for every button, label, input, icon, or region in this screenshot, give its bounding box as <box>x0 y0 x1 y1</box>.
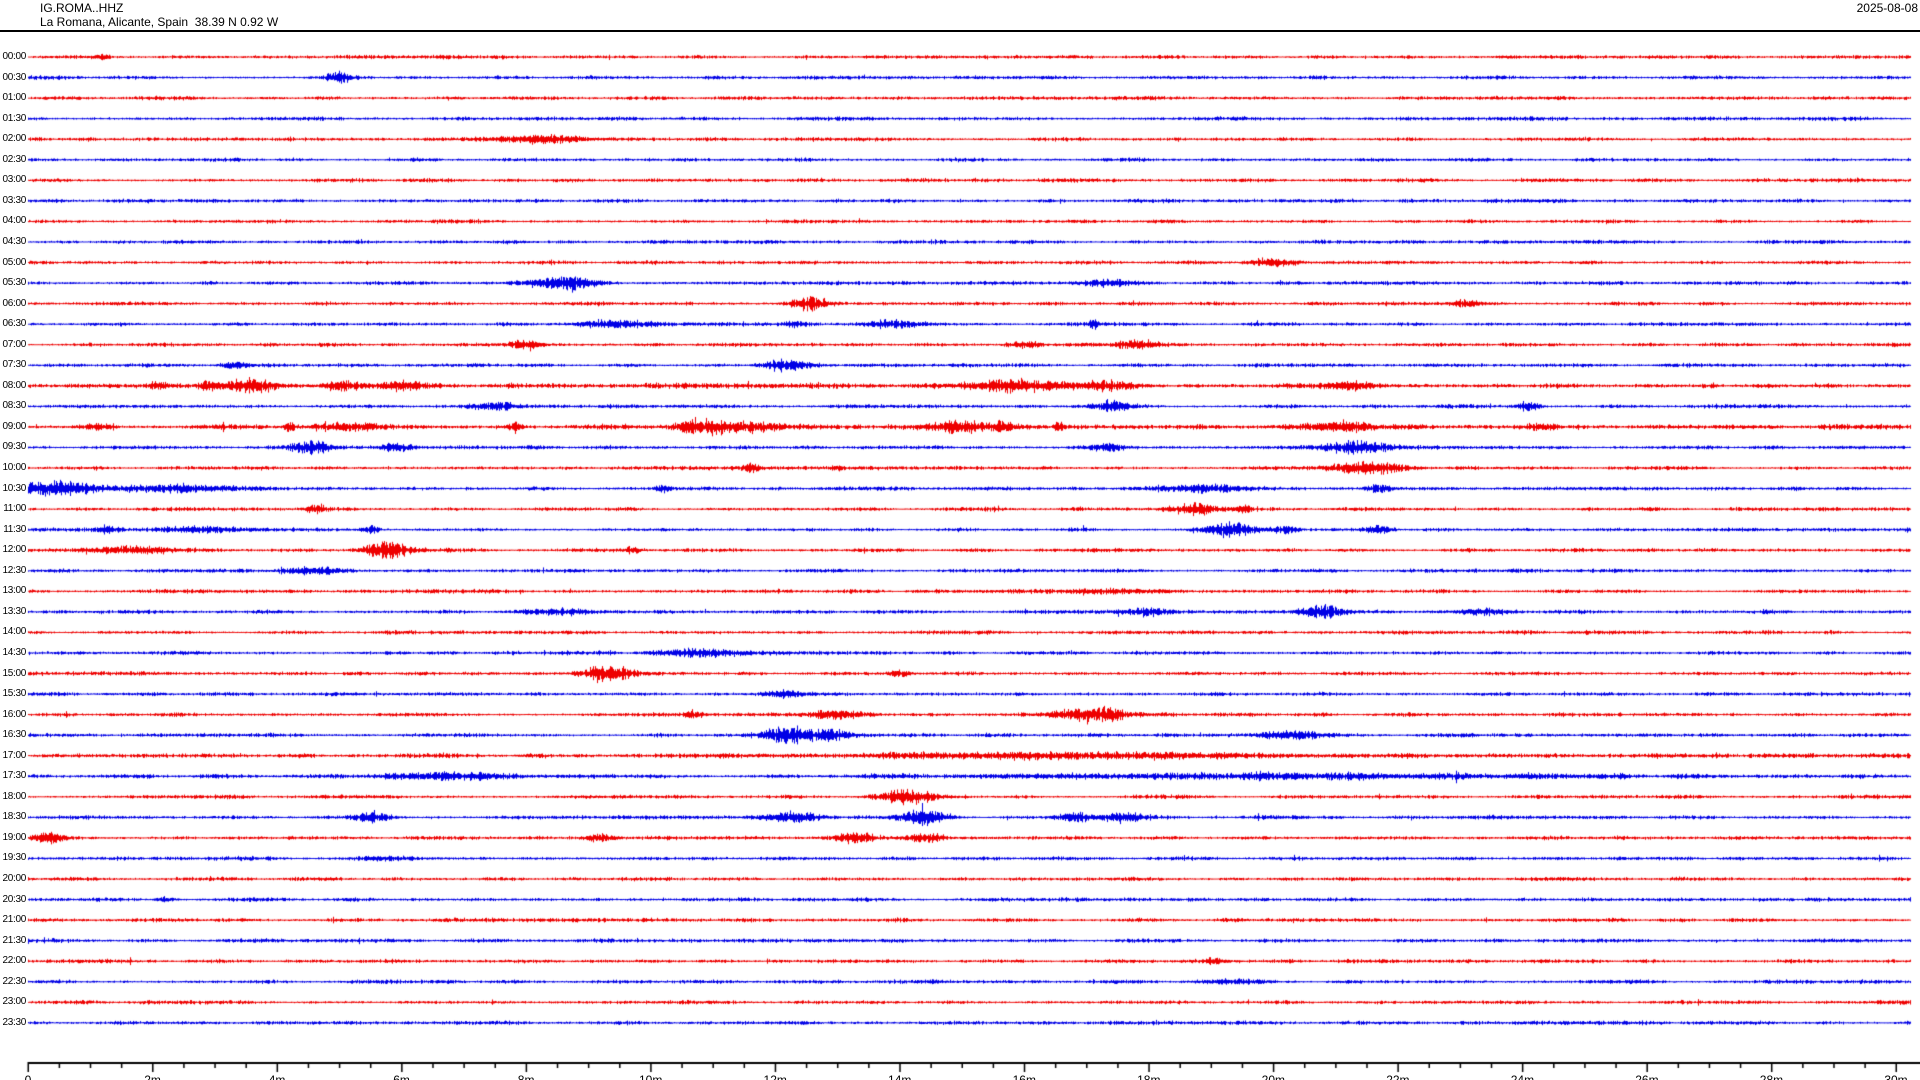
x-axis-tick-label: 4m <box>268 1073 286 1080</box>
row-time-label: 14:00 <box>2 626 26 638</box>
row-time-label: 21:30 <box>2 934 26 946</box>
row-time-label: 03:00 <box>2 174 26 186</box>
x-axis-tick-label: 30m <box>1884 1073 1908 1080</box>
row-time-label: 09:00 <box>2 420 26 432</box>
row-time-label: 05:30 <box>2 277 26 289</box>
x-axis-tick-label: 2m <box>144 1073 161 1080</box>
x-axis-tick-label: 20m <box>1261 1073 1285 1080</box>
row-time-label: 01:00 <box>2 92 26 104</box>
row-time-label: 23:30 <box>2 1016 26 1028</box>
row-time-label: 08:30 <box>2 400 26 412</box>
row-time-label: 23:00 <box>2 996 26 1008</box>
row-time-label: 12:00 <box>2 544 26 556</box>
row-time-label: 12:30 <box>2 564 26 576</box>
x-axis-tick-label: 6m <box>393 1073 410 1080</box>
row-time-label: 19:30 <box>2 852 26 864</box>
row-time-label: 14:30 <box>2 646 26 658</box>
row-time-label: 06:30 <box>2 318 26 330</box>
row-time-label: 00:30 <box>2 71 26 83</box>
row-time-label: 13:30 <box>2 605 26 617</box>
row-time-label: 11:30 <box>3 523 26 535</box>
row-time-label: 17:00 <box>2 749 26 761</box>
row-time-label: 10:30 <box>2 482 26 494</box>
row-time-label: 06:00 <box>2 297 26 309</box>
row-time-label: 07:00 <box>2 338 26 350</box>
row-time-label: 02:30 <box>2 153 26 165</box>
row-time-label: 17:30 <box>2 770 26 782</box>
row-time-label: 18:30 <box>2 811 26 823</box>
x-axis-tick-label: 26m <box>1635 1073 1659 1080</box>
station-location: La Romana, Alicante, Spain 38.39 N 0.92 … <box>40 15 279 29</box>
row-time-label: 21:00 <box>2 914 26 926</box>
x-axis-tick-label: 24m <box>1510 1073 1535 1080</box>
row-time-label: 20:00 <box>2 873 26 884</box>
row-time-label: 13:00 <box>2 585 26 597</box>
x-axis-tick-label: 0 <box>24 1073 32 1080</box>
x-axis-tick-label: 16m <box>1012 1073 1036 1080</box>
row-time-label: 09:30 <box>2 441 26 453</box>
row-time-label: 08:00 <box>2 379 26 391</box>
row-time-label: 05:00 <box>2 256 26 268</box>
x-axis-tick-label: 18m <box>1137 1073 1161 1080</box>
row-time-label: 11:00 <box>3 503 26 515</box>
row-time-label: 22:00 <box>2 955 26 967</box>
x-axis-tick-label: 12m <box>763 1073 787 1080</box>
header-divider-line <box>0 30 1920 32</box>
x-axis-tick-label: 22m <box>1386 1073 1410 1080</box>
row-time-label: 19:00 <box>2 831 26 843</box>
x-axis-tick-label: 28m <box>1759 1073 1784 1080</box>
row-time-label: 15:30 <box>2 688 26 700</box>
row-time-label: 10:00 <box>2 462 26 473</box>
row-time-label: 15:00 <box>2 667 26 679</box>
row-time-label: 04:00 <box>2 215 26 227</box>
row-time-label: 02:00 <box>2 133 26 145</box>
row-time-label: 18:00 <box>2 790 26 802</box>
row-time-label: 20:30 <box>2 893 26 905</box>
row-time-label: 22:30 <box>2 975 26 987</box>
row-time-label: 00:00 <box>2 51 26 62</box>
row-time-label: 07:30 <box>2 359 26 371</box>
x-axis-tick-label: 8m <box>517 1073 535 1080</box>
row-time-label: 01:30 <box>2 112 26 124</box>
row-time-label: 16:00 <box>2 708 26 720</box>
x-axis-tick-label: 10m <box>638 1073 663 1080</box>
row-time-label: 16:30 <box>2 729 26 741</box>
row-time-label: 04:30 <box>2 235 26 247</box>
plot-date: 2025-08-08 <box>1856 1 1918 15</box>
row-time-label: 03:30 <box>2 194 26 206</box>
x-axis-tick-label: 14m <box>888 1073 912 1080</box>
station-code: IG.ROMA..HHZ <box>40 1 124 15</box>
